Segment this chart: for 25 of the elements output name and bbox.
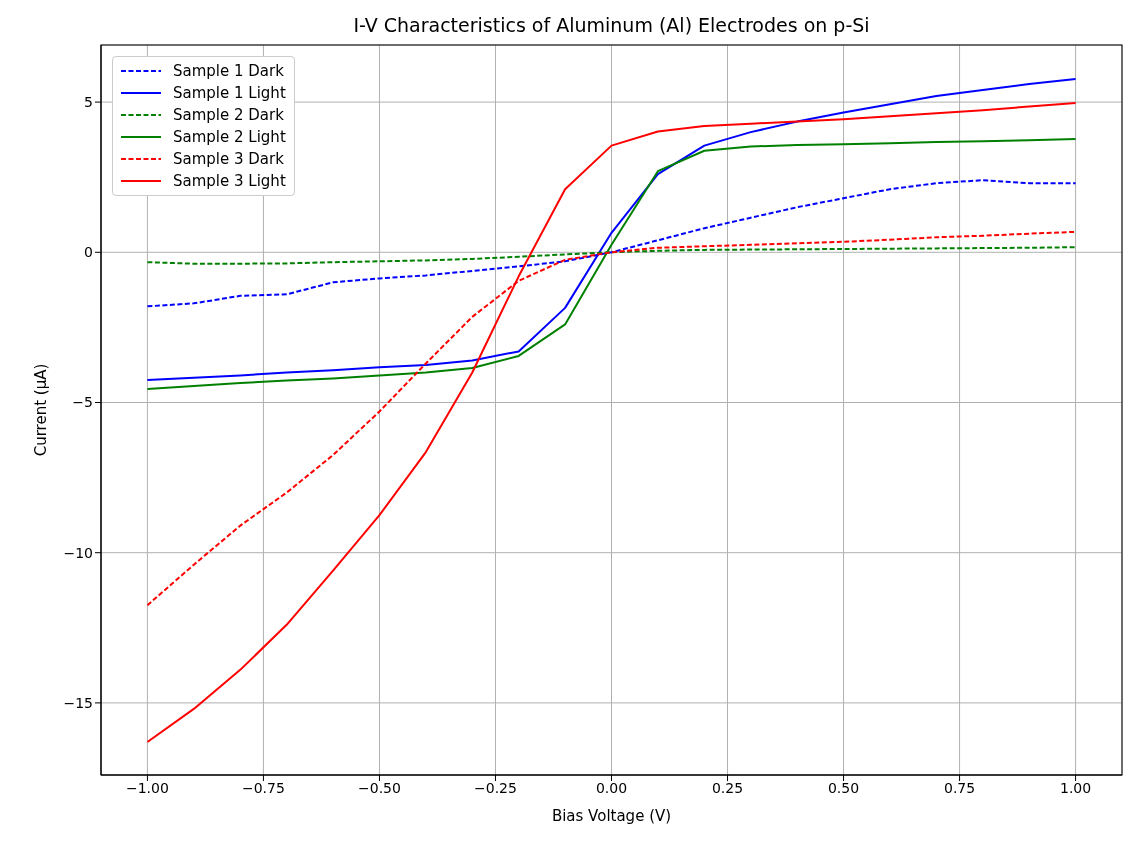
legend-label: Sample 1 Dark [173,61,284,82]
y-axis-title: Current (μA) [32,363,51,457]
chart-title: I-V Characteristics of Aluminum (Al) Electrodes on p-Si [352,14,871,36]
x-axis-title: Bias Voltage (V) [551,807,672,825]
x-tick-label: 1.00 [1060,779,1092,796]
line-series [146,77,1077,381]
legend-label: Sample 2 Dark [173,105,284,126]
legend-label: Sample 2 Light [173,127,286,148]
x-tick-label: 0.75 [943,779,976,796]
x-tick-label: −0.25 [474,779,517,796]
y-tick-label: −5 [72,394,93,411]
x-tick-label: 0.00 [595,779,628,796]
x-tick-label: −0.50 [358,779,401,796]
x-tick-label: −0.75 [241,779,285,796]
y-tick-label: −10 [63,544,93,561]
legend-label: Sample 1 Light [173,83,286,104]
legend-label: Sample 3 Dark [173,149,284,170]
legend-label: Sample 3 Light [173,171,286,192]
y-tick-label: −15 [63,694,93,711]
y-tick-label: 5 [84,94,93,111]
y-tick-label: 0 [84,244,93,261]
line-series [146,101,1077,743]
x-tick-label: −1.00 [125,779,169,796]
x-tick-label: 0.50 [827,779,860,796]
x-tick-label: 0.25 [711,779,744,796]
